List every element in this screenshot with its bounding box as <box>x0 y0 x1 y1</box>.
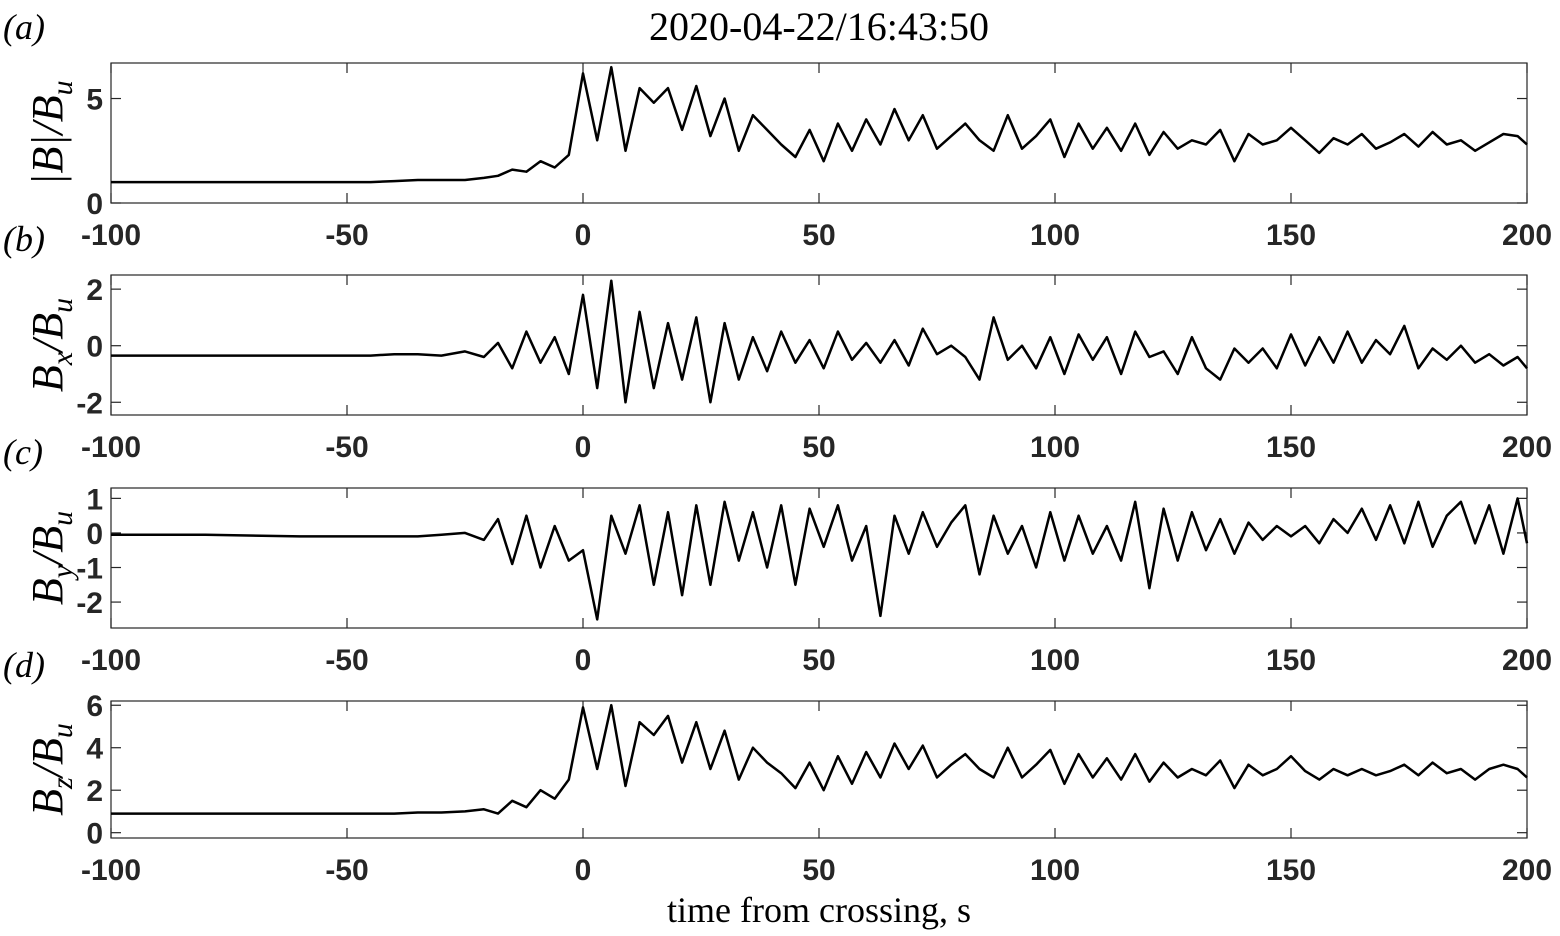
x-tick-label: 100 <box>1030 644 1080 677</box>
x-tick-label: 100 <box>1030 219 1080 252</box>
y-label-subscript: u <box>46 511 79 526</box>
x-tick-label: 50 <box>802 644 835 677</box>
y-tick-label: 2 <box>86 775 103 808</box>
x-axis-label: time from crossing, s <box>667 890 971 930</box>
x-tick-label: -50 <box>325 431 368 464</box>
y-tick-label: 6 <box>86 690 103 723</box>
panel-label: (b) <box>3 219 45 259</box>
y-tick-label: 1 <box>86 483 103 516</box>
data-line <box>111 279 1528 404</box>
y-label-part: B <box>23 365 72 392</box>
y-label-subscript: x <box>46 351 79 366</box>
y-tick-label: 4 <box>86 733 103 766</box>
y-label-part: /B <box>23 738 72 780</box>
x-tick-label: 0 <box>575 854 592 887</box>
x-tick-label: 200 <box>1502 854 1552 887</box>
y-axis-label: |B|/Bu <box>23 80 79 185</box>
y-axis-label: By/Bu <box>23 511 79 605</box>
x-tick-label: -50 <box>325 219 368 252</box>
x-tick-label: -50 <box>325 854 368 887</box>
y-tick-label: 0 <box>86 518 103 551</box>
x-tick-label: 0 <box>575 219 592 252</box>
y-tick-label: 2 <box>86 274 103 307</box>
y-tick-label: -2 <box>76 387 103 420</box>
data-line <box>111 497 1529 621</box>
chart-title: 2020-04-22/16:43:50 <box>649 4 989 49</box>
y-label-subscript: z <box>46 777 79 790</box>
x-tick-label: 50 <box>802 219 835 252</box>
x-tick-label: 0 <box>575 431 592 464</box>
x-tick-label: 100 <box>1030 854 1080 887</box>
y-label-part: /B <box>23 313 72 355</box>
y-label-subscript: u <box>46 80 79 95</box>
plot-frame <box>110 487 1528 629</box>
x-tick-label: -100 <box>81 431 141 464</box>
x-tick-label: 150 <box>1266 431 1316 464</box>
data-line <box>111 65 1528 184</box>
y-label-part: B <box>23 578 72 605</box>
y-tick-label: -2 <box>76 587 103 620</box>
panel-label: (a) <box>3 7 45 47</box>
y-label-part: B <box>23 789 72 816</box>
x-tick-label: 100 <box>1030 431 1080 464</box>
y-tick-label: -1 <box>76 553 103 586</box>
x-tick-label: 0 <box>575 644 592 677</box>
x-tick-label: 150 <box>1266 219 1316 252</box>
y-label-part: |B|/B <box>23 95 72 185</box>
panel-label: (d) <box>3 645 45 685</box>
y-axis-label: Bz/Bu <box>23 723 79 816</box>
y-axis-label: Bx/Bu <box>23 298 79 392</box>
x-tick-label: -100 <box>81 644 141 677</box>
y-label-part: /B <box>23 526 72 568</box>
x-tick-label: 200 <box>1502 644 1552 677</box>
x-tick-label: 200 <box>1502 431 1552 464</box>
x-tick-label: -100 <box>81 219 141 252</box>
y-tick-label: 5 <box>86 84 103 117</box>
y-label-subscript: y <box>46 564 79 581</box>
x-tick-label: -100 <box>81 854 141 887</box>
y-tick-label: 0 <box>86 188 103 221</box>
y-tick-label: 0 <box>86 331 103 364</box>
data-line <box>111 703 1528 815</box>
x-tick-label: 200 <box>1502 219 1552 252</box>
x-tick-label: 150 <box>1266 644 1316 677</box>
y-tick-label: 0 <box>86 818 103 851</box>
panel-label: (c) <box>3 432 43 472</box>
x-tick-label: 150 <box>1266 854 1316 887</box>
plot-frame <box>110 700 1528 839</box>
x-tick-label: -50 <box>325 644 368 677</box>
y-label-subscript: u <box>46 298 79 313</box>
x-tick-label: 50 <box>802 854 835 887</box>
x-tick-label: 50 <box>802 431 835 464</box>
y-label-subscript: u <box>46 723 79 738</box>
